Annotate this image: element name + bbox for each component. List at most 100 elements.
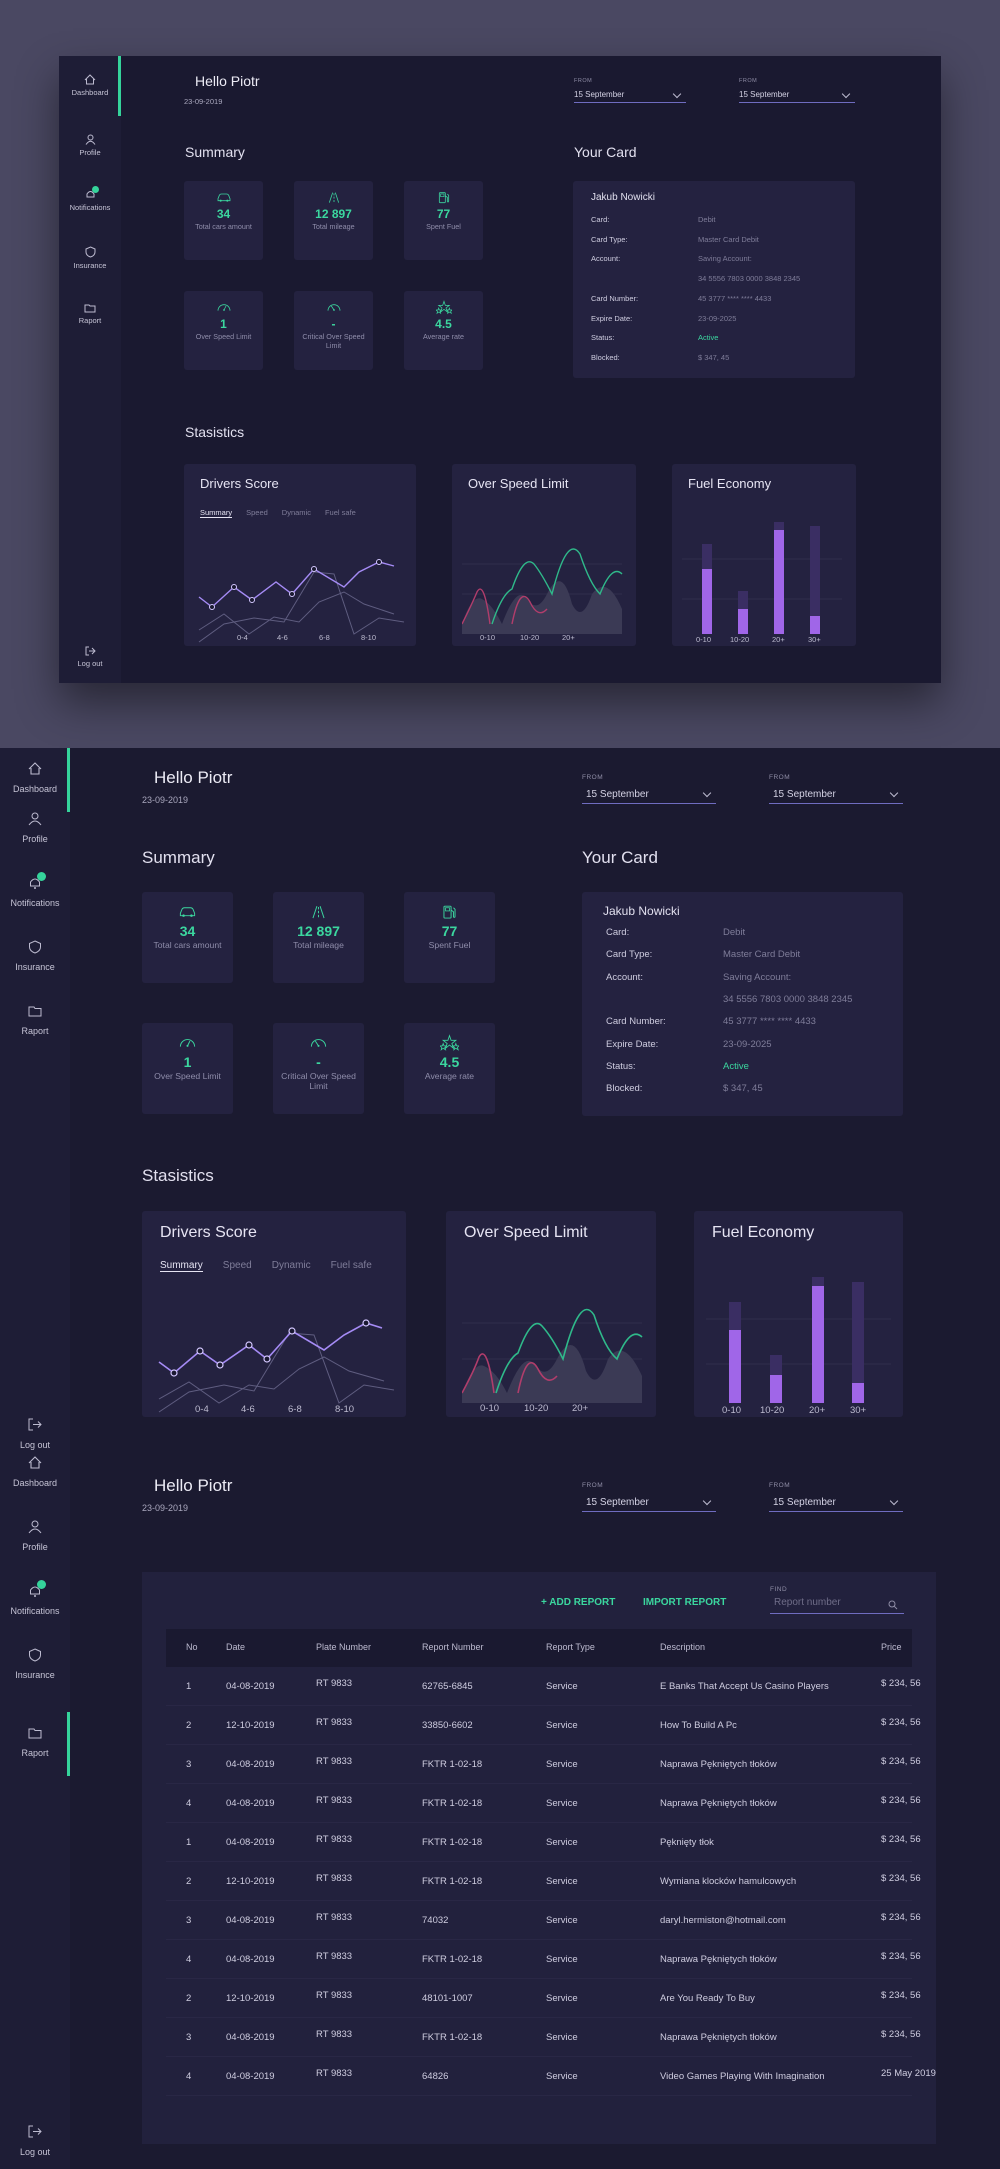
table-cell: 04-08-2019: [226, 1759, 275, 1770]
table-row[interactable]: 3 04-08-2019 RT 9833 FKTR 1-02-18 Service Nap…: [166, 2018, 921, 2057]
nav-raport[interactable]: Raport: [0, 1712, 70, 1776]
nav-dashboard-label: Dashboard: [12, 1478, 58, 1488]
table-cell: 74032: [422, 1915, 449, 1926]
bell-icon: [30, 1586, 40, 1597]
tile-caption: Total mileage: [293, 940, 344, 951]
summary-tile: - Critical Over Speed Limit: [273, 1023, 364, 1114]
stars-icon: [434, 300, 453, 315]
nav-dashboard-label: Dashboard: [12, 784, 58, 794]
nav-logout[interactable]: Log out: [0, 1418, 70, 1450]
tab-summary[interactable]: Summary: [200, 508, 233, 518]
nav-dashboard[interactable]: Dashboard: [0, 748, 70, 812]
table-row[interactable]: 3 04-08-2019 RT 9833 FKTR 1-02-18 Service Nap…: [166, 1745, 921, 1784]
nav-notifications-label: Notifications: [10, 1606, 60, 1616]
summary-tile: 12 897 Total mileage: [273, 892, 364, 983]
nav-profile[interactable]: Profile: [0, 812, 70, 856]
fuel-bars: [702, 522, 820, 634]
from-select-1-value: 15 September: [586, 789, 649, 800]
tab-speed[interactable]: Speed: [222, 1260, 252, 1271]
table-row[interactable]: 4 04-08-2019 RT 9833 FKTR 1-02-18 Service Nap…: [166, 1940, 921, 1979]
card-field-value: Saving Account:: [723, 971, 792, 983]
from-select-2[interactable]: 15 September: [769, 788, 903, 804]
table-row[interactable]: 2 12-10-2019 RT 9833 33850-6602 Service How T…: [166, 1706, 921, 1745]
data-point: [376, 559, 382, 565]
column-header: Price: [881, 1642, 902, 1652]
x-tick: 20+: [809, 1405, 826, 1415]
summary-tile: - Critical Over Speed Limit: [294, 291, 373, 370]
table-row[interactable]: 2 12-10-2019 RT 9833 FKTR 1-02-18 Service Wy…: [166, 1862, 921, 1901]
column-header: Plate Number: [316, 1642, 372, 1652]
search-icon: [888, 1600, 898, 1610]
home-icon: [28, 762, 42, 775]
table-cell: RT 9833: [316, 1678, 353, 1689]
table-row[interactable]: 1 04-08-2019 RT 9833 FKTR 1-02-18 Service Pęk…: [166, 1823, 921, 1862]
table-row[interactable]: 4 04-08-2019 RT 9833 FKTR 1-02-18 Service Nap…: [166, 1784, 921, 1823]
summary-tile: 77 Spent Fuel: [404, 181, 483, 260]
table-header: No Date Plate Number Report Number Report Ty…: [166, 1629, 912, 1667]
folder-icon: [28, 1006, 42, 1017]
from-select-2[interactable]: 15 September: [739, 89, 855, 103]
nav-notifications[interactable]: Notifications: [59, 186, 121, 212]
from-select-4[interactable]: 15 September: [769, 1496, 903, 1512]
nav-raport[interactable]: Raport: [0, 1004, 70, 1048]
fuel-pump-icon: [443, 905, 456, 919]
table-row[interactable]: 2 12-10-2019 RT 9833 48101-1007 Service Are Y…: [166, 1979, 921, 2018]
sidebar: Dashboard Profile Notifications Insurance Ra…: [0, 748, 70, 2169]
folder-icon: [28, 1728, 42, 1739]
tile-value: 4.5: [439, 1054, 460, 1071]
tab-dynamic[interactable]: Dynamic: [281, 508, 311, 517]
from-select-3[interactable]: 15 September: [582, 1496, 716, 1512]
table-cell: Video Games Playing With Imagination: [660, 2071, 825, 2082]
home-icon: [28, 1456, 42, 1469]
table-row[interactable]: 3 04-08-2019 RT 9833 74032 Service daryl.herm…: [166, 1901, 921, 1940]
add-report-button[interactable]: + ADD REPORT: [541, 1597, 616, 1608]
tile-value: -: [331, 317, 336, 332]
tab-dynamic[interactable]: Dynamic: [271, 1260, 311, 1271]
nav-profile[interactable]: Profile: [59, 134, 121, 157]
nav-logout[interactable]: Log out: [0, 2125, 70, 2157]
table-cell: RT 9833: [316, 1873, 353, 1884]
tab-fuel-safe[interactable]: Fuel safe: [330, 1260, 372, 1271]
from-select-4-value: 15 September: [773, 1497, 836, 1508]
nav-raport[interactable]: Raport: [59, 303, 121, 325]
tab-speed[interactable]: Speed: [246, 508, 268, 517]
tile-value: 34: [179, 923, 196, 940]
table-cell: RT 9833: [316, 1912, 353, 1923]
table-row[interactable]: 4 04-08-2019 RT 9833 64826 Service Video Game…: [166, 2057, 936, 2096]
import-report-button[interactable]: IMPORT REPORT: [643, 1597, 727, 1608]
fuel-economy-chart: 0-10 10-20 20+ 30+: [706, 1277, 891, 1415]
nav-notifications[interactable]: Notifications: [0, 872, 70, 920]
data-point: [209, 604, 215, 610]
from-select-1[interactable]: 15 September: [574, 89, 686, 103]
nav-insurance[interactable]: Insurance: [0, 940, 70, 984]
road-icon: [328, 193, 339, 204]
card-field-label: Expire Date:: [591, 313, 633, 323]
table-row[interactable]: 1 04-08-2019 RT 9833 62765-6845 Service E Ban…: [166, 1667, 921, 1706]
nav-profile[interactable]: Profile: [0, 1520, 70, 1564]
nav-dashboard[interactable]: Dashboard: [59, 56, 121, 116]
nav-insurance[interactable]: Insurance: [0, 1648, 70, 1692]
from-select-1[interactable]: 15 September: [582, 788, 716, 804]
from-select-2-value: 15 September: [773, 789, 836, 800]
nav-insurance[interactable]: Insurance: [59, 246, 121, 270]
from-select-2-value: 15 September: [739, 90, 790, 99]
tile-caption: Total mileage: [312, 222, 355, 232]
data-point: [196, 1347, 204, 1355]
table-cell: Service: [546, 1915, 578, 1926]
table-cell: $ 234, 56: [881, 1834, 921, 1845]
tab-fuel-safe[interactable]: Fuel safe: [324, 508, 356, 517]
card-title: Your Card: [582, 848, 658, 867]
table-cell: $ 234, 56: [881, 1873, 921, 1884]
nav-notifications[interactable]: Notifications: [0, 1580, 70, 1628]
search-input[interactable]: Report number: [770, 1597, 904, 1614]
table-cell: 2: [186, 1720, 192, 1731]
notification-badge: [37, 872, 46, 881]
x-tick: 6-8: [319, 633, 330, 642]
nav-logout[interactable]: Log out: [59, 646, 121, 668]
tab-summary[interactable]: Summary: [160, 1260, 203, 1272]
data-point: [288, 1327, 296, 1335]
data-point: [362, 1319, 370, 1327]
nav-raport-label: Raport: [21, 1026, 49, 1036]
data-point: [216, 1361, 224, 1369]
nav-dashboard[interactable]: Dashboard: [0, 1456, 70, 1500]
